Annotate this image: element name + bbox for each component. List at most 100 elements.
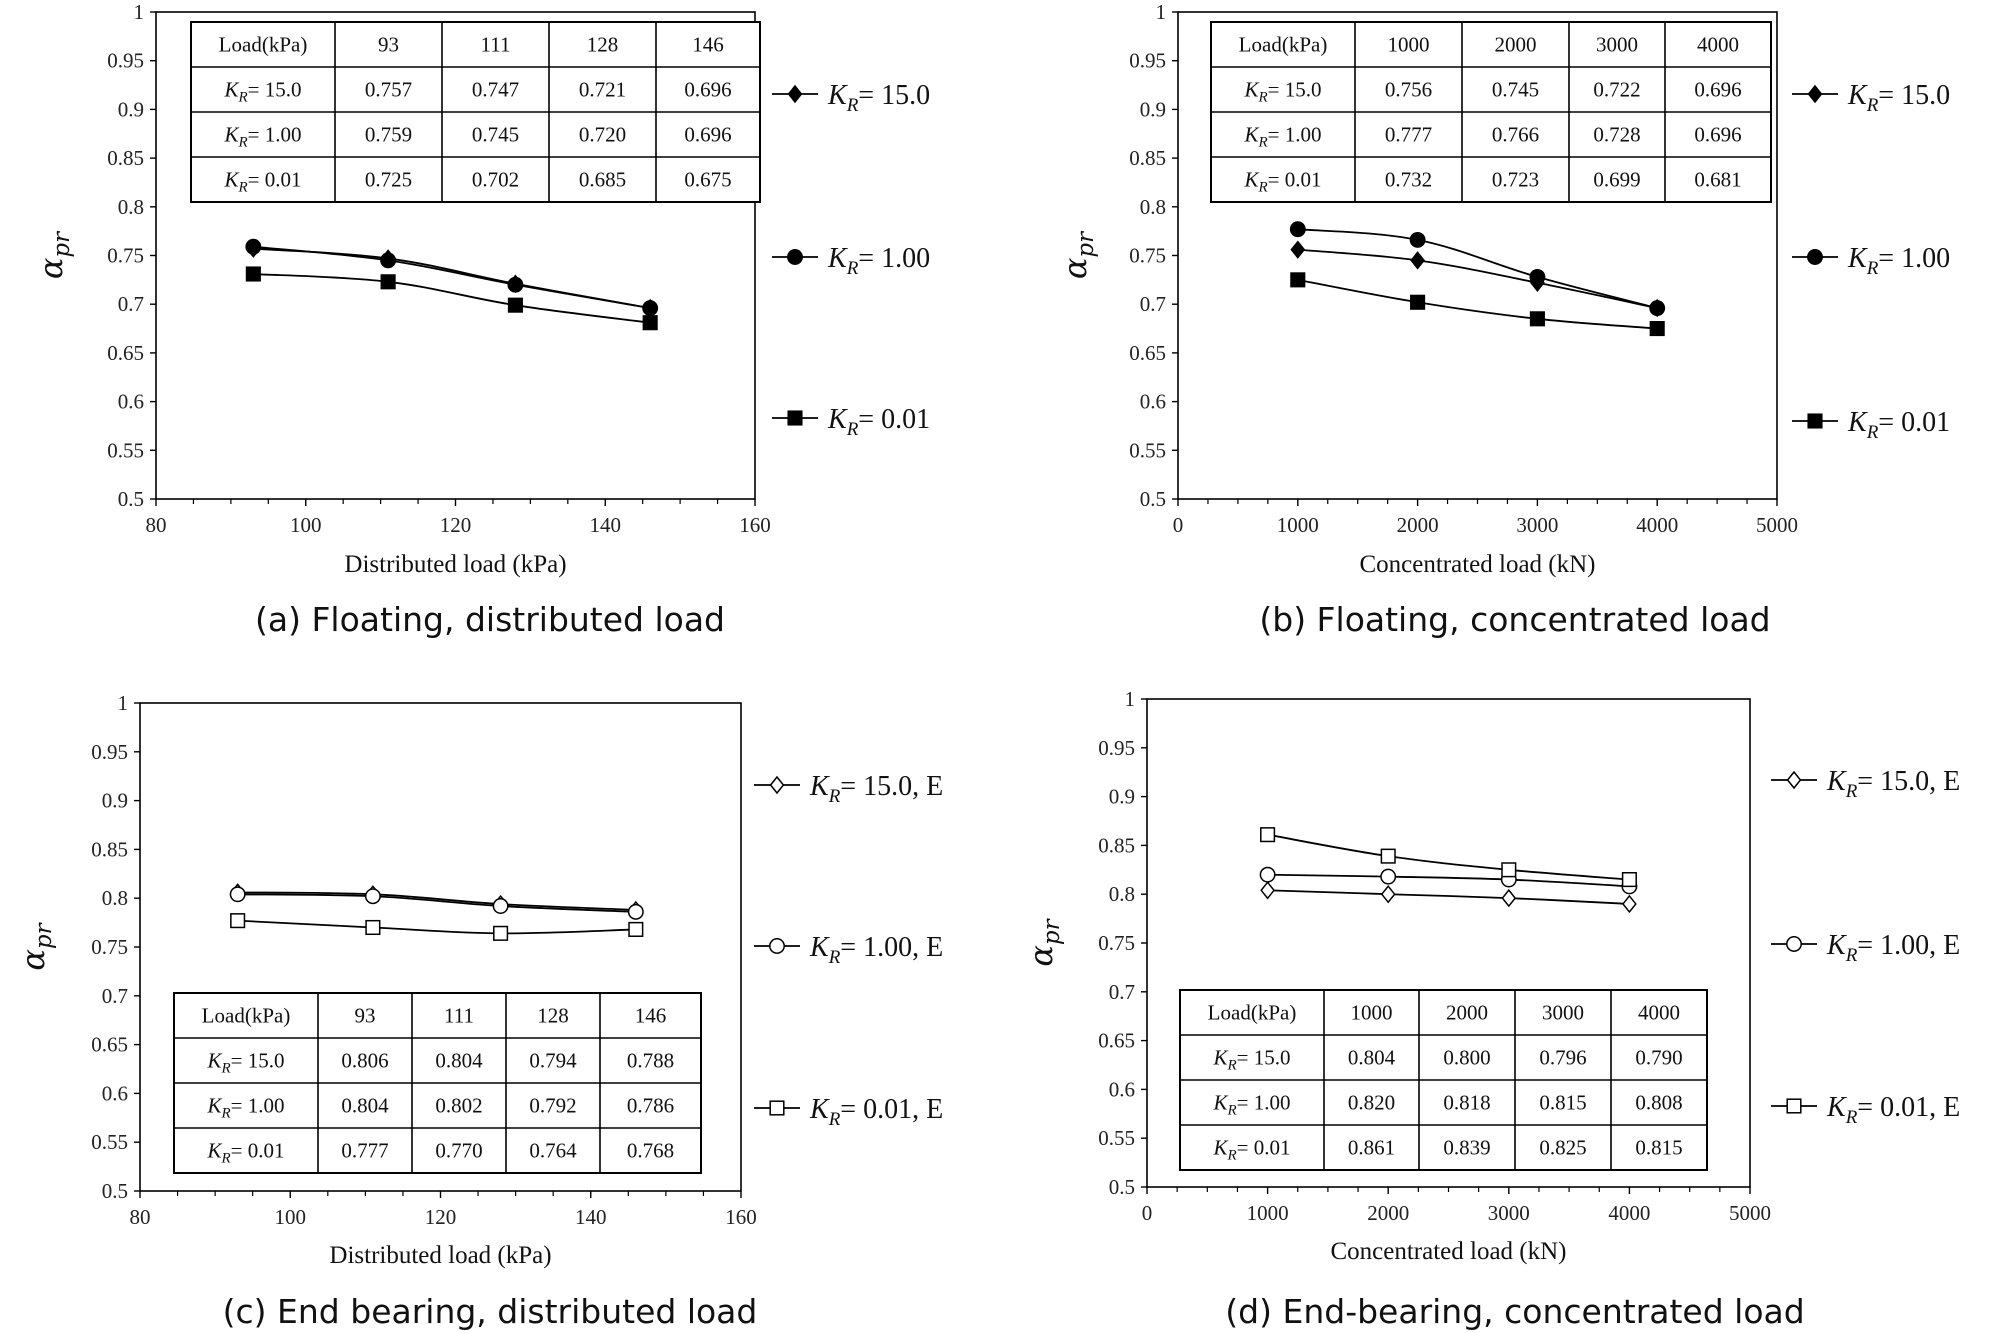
table-row-label-value: = 0.01 (1237, 1136, 1291, 1160)
y-tick-label: 0.5 (118, 487, 144, 511)
legend-marker (787, 410, 803, 426)
table-cell: 0.723 (1492, 168, 1539, 192)
series-2 (1289, 221, 1666, 317)
legend-label: KR= 15.0, E (809, 771, 943, 807)
legend-label-value: = 0.01 (858, 404, 930, 435)
data-point (1529, 311, 1545, 327)
legend-label-k: K (827, 80, 848, 111)
table-row-label-sub: R (1227, 1103, 1237, 1119)
y-tick-label: 0.85 (1129, 146, 1166, 170)
chart-panel-1: 0.5 0.55 0.6 0.65 0.7 0.75 0.8 0.85 0.9 0.95 1 80 10… (32, 0, 930, 639)
data-point (245, 266, 261, 282)
series-line (253, 245, 651, 309)
x-tick-label: 0 (1173, 513, 1184, 537)
series-line (1297, 248, 1658, 309)
legend-label-value: = 0.01, E (840, 1094, 943, 1125)
legend-label-k: K (1847, 243, 1868, 274)
x-tick-label: 80 (146, 513, 167, 537)
y-axis-label: αpr (14, 921, 57, 970)
legend-item-2: KR= 1.00, E (754, 932, 943, 968)
table-row-label-sub: R (221, 1106, 231, 1122)
legend-label: KR= 0.01 (1847, 407, 1950, 443)
data-point (380, 274, 396, 290)
figure-caption: (a) Floating, distributed load (255, 600, 725, 639)
legend-label: KR= 1.00, E (1826, 930, 1960, 966)
table-cell: 0.732 (1385, 168, 1432, 192)
data-point (642, 300, 659, 317)
legend-item-3: KR= 0.01, E (1771, 1092, 1960, 1128)
x-axis-label: Distributed load (kPa) (344, 551, 566, 578)
y-tick-label: 0.6 (1109, 1077, 1135, 1101)
series-3 (1260, 827, 1637, 888)
y-tick-label: 0.6 (102, 1081, 128, 1105)
legend-label-value: = 15.0 (858, 80, 930, 111)
x-tick-label: 5000 (1756, 513, 1798, 537)
table-row-label: KR= 0.01 (1243, 168, 1321, 196)
table-row-label-k: K (206, 1094, 222, 1118)
table-cell: 0.770 (435, 1139, 482, 1163)
x-axis-label: Concentrated load (kN) (1330, 1238, 1566, 1265)
legend-label-sub: R (846, 419, 859, 440)
data-point (1410, 294, 1426, 310)
table-header-cell: 2000 (1495, 33, 1537, 57)
legend-marker (1807, 413, 1823, 429)
table-row-label: KR= 1.00 (1243, 123, 1321, 151)
data-point (1260, 881, 1275, 900)
series-3 (1290, 272, 1665, 337)
legend-label-k: K (1826, 930, 1847, 961)
legend-label-value: = 1.00 (858, 243, 930, 274)
table-row-label: KR= 1.00 (223, 123, 301, 151)
legend-label: KR= 15.0 (827, 80, 930, 116)
table-cell: 0.804 (435, 1049, 483, 1073)
legend-label-sub: R (1866, 258, 1879, 279)
series-3 (230, 913, 644, 941)
legend-item-3: KR= 0.01 (772, 404, 930, 440)
table-row-label-value: = 15.0 (231, 1049, 285, 1073)
data-point (1501, 862, 1517, 878)
x-axis-label: Concentrated load (kN) (1359, 551, 1595, 578)
table-header-cell: 3000 (1542, 1001, 1584, 1025)
data-point (1410, 251, 1425, 270)
data-point (1290, 240, 1306, 259)
legend-label-k: K (1847, 407, 1868, 438)
series-line (1267, 833, 1630, 881)
legend-label: KR= 1.00 (1847, 243, 1950, 279)
table-cell: 0.820 (1348, 1091, 1395, 1115)
legend-label: KR= 1.00, E (809, 932, 943, 968)
series-2 (229, 886, 644, 920)
table-header-cell: 1000 (1351, 1001, 1393, 1025)
data-point (492, 898, 509, 914)
legend-label-sub: R (1845, 1107, 1858, 1128)
table-row-label: KR= 0.01 (223, 168, 301, 196)
y-tick-label: 0.5 (102, 1179, 128, 1203)
data-point (364, 888, 381, 905)
legend-marker (769, 1100, 785, 1116)
table-row-label-sub: R (1227, 1058, 1237, 1074)
data-point (1649, 321, 1665, 337)
table-cell: 0.777 (1385, 123, 1432, 147)
legend-marker (1786, 1098, 1802, 1114)
table-row-label: KR= 15.0 (1212, 1046, 1290, 1074)
legend-item-2: KR= 1.00 (772, 243, 930, 279)
table-row-label-k: K (1243, 168, 1259, 192)
table-row-label-value: = 0.01 (1268, 168, 1322, 192)
table-header-label: Load(kPa) (1208, 1001, 1297, 1025)
legend-label-sub: R (846, 95, 859, 116)
series-line (1297, 278, 1658, 330)
table-cell: 0.728 (1593, 123, 1640, 147)
legend-label: KR= 15.0 (1847, 80, 1950, 116)
table-cell: 0.745 (472, 123, 519, 147)
x-tick-label: 2000 (1397, 513, 1439, 537)
y-tick-label: 0.95 (91, 740, 128, 764)
legend-marker (1786, 936, 1802, 952)
y-axis-label-main: α (1022, 945, 1060, 967)
table-row-label-sub: R (1258, 90, 1268, 106)
table-cell: 0.745 (1492, 78, 1539, 102)
legend-label-value: = 1.00, E (1857, 930, 1960, 961)
legend-item-3: KR= 0.01, E (754, 1094, 943, 1130)
table-header-cell: 128 (537, 1004, 569, 1028)
x-tick-label: 3000 (1516, 513, 1558, 537)
table-row-label-value: = 1.00 (1237, 1091, 1291, 1115)
